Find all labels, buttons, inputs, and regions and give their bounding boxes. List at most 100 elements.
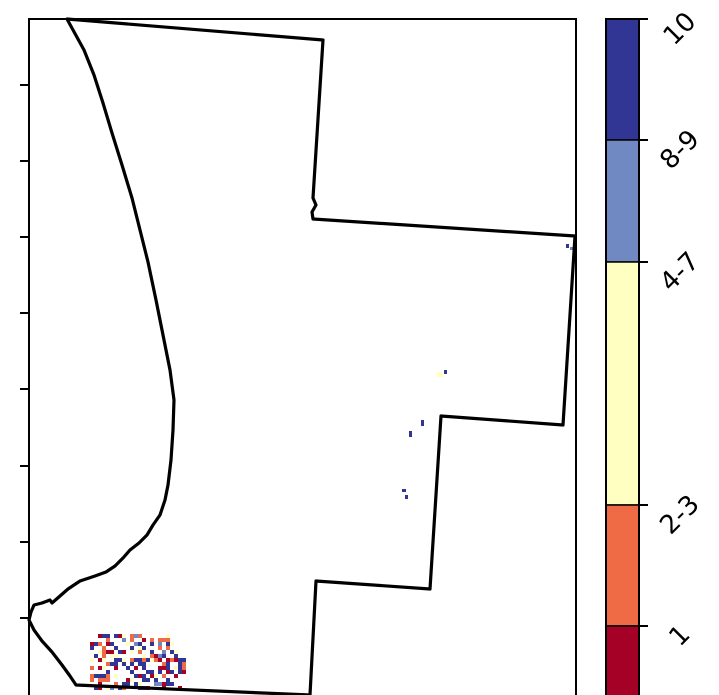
colorbar-tick-label: 8-9 — [654, 124, 705, 175]
raster-cell — [98, 666, 102, 670]
raster-cell — [146, 670, 150, 674]
raster-cell — [158, 646, 162, 650]
raster-cell — [437, 372, 443, 377]
raster-cell — [114, 658, 118, 662]
raster-cell — [166, 646, 170, 650]
raster-cell — [126, 682, 130, 686]
raster-cell — [158, 638, 162, 642]
raster-cell — [106, 638, 110, 642]
raster-cell — [166, 678, 170, 682]
raster-cell — [138, 650, 142, 654]
raster-cell — [138, 662, 142, 666]
raster-cell — [110, 662, 114, 666]
raster-cell — [106, 678, 110, 682]
raster-cell — [90, 666, 94, 670]
raster-cell — [170, 642, 174, 646]
raster-cell — [110, 650, 114, 654]
raster-cell — [178, 662, 182, 666]
raster-cell — [106, 642, 110, 646]
raster-cell — [162, 682, 166, 686]
raster-cell — [114, 646, 118, 650]
y-axis-ticks — [20, 85, 29, 618]
raster-cell — [150, 658, 154, 662]
raster-cell — [106, 674, 110, 678]
raster-cell — [146, 658, 150, 662]
colorbar — [606, 19, 639, 695]
raster-cell — [421, 420, 424, 426]
raster-cell — [162, 650, 166, 654]
raster-cell — [102, 654, 106, 658]
raster-cell — [138, 674, 142, 678]
raster-cell — [98, 634, 102, 638]
raster-cell — [130, 646, 134, 650]
raster-cell — [138, 634, 142, 638]
raster-cell — [170, 682, 174, 686]
raster-cell — [182, 670, 186, 674]
raster-cell — [142, 658, 146, 662]
raster-cell — [150, 670, 154, 674]
colorbar-segment — [606, 140, 639, 262]
raster-cell — [90, 658, 94, 662]
raster-cell — [162, 666, 166, 670]
raster-cell — [134, 634, 138, 638]
raster-cell — [126, 642, 130, 646]
raster-cell — [134, 642, 138, 646]
raster-cell — [126, 678, 130, 682]
raster-cell — [130, 634, 134, 638]
raster-cell — [166, 634, 170, 638]
raster-cell — [106, 670, 110, 674]
raster-cell — [178, 666, 182, 670]
raster-cell — [166, 670, 170, 674]
colorbar-segment — [606, 19, 639, 140]
raster-cell — [110, 654, 114, 658]
raster-cell — [90, 642, 94, 646]
raster-cell — [102, 674, 106, 678]
colorbar-ticks: 108-94-72-31 — [639, 7, 706, 653]
raster-cell — [402, 489, 406, 492]
raster-cell — [170, 658, 174, 662]
raster-cell — [130, 650, 134, 654]
raster-cell — [102, 634, 106, 638]
raster-cell — [138, 642, 142, 646]
raster-cell — [162, 638, 166, 642]
raster-cell — [102, 666, 106, 670]
raster-cell — [158, 666, 162, 670]
raster-cell — [142, 654, 146, 658]
raster-cell — [178, 658, 182, 662]
raster-cell — [130, 658, 134, 662]
raster-cell — [174, 674, 178, 678]
raster-cell — [94, 654, 98, 658]
raster-cell — [162, 674, 166, 678]
colorbar-tick-label: 4-7 — [654, 246, 705, 297]
raster-cell — [166, 642, 170, 646]
raster-cell — [138, 646, 142, 650]
raster-cell — [154, 654, 158, 658]
raster-cell — [94, 674, 98, 678]
raster-cell — [102, 678, 106, 682]
raster-cell — [154, 678, 158, 682]
raster-cell — [162, 662, 166, 666]
raster-cell — [90, 678, 94, 682]
raster-cell — [158, 658, 162, 662]
raster-cell — [130, 638, 134, 642]
raster-cell — [158, 670, 162, 674]
raster-cell — [102, 646, 106, 650]
raster-cell — [134, 658, 138, 662]
raster-cell — [150, 674, 154, 678]
raster-cell — [142, 678, 146, 682]
raster-cell — [98, 642, 102, 646]
raster-cell — [158, 654, 162, 658]
raster-cell — [130, 670, 134, 674]
raster-cell — [106, 650, 110, 654]
raster-cell — [122, 650, 126, 654]
raster-cell — [182, 658, 186, 662]
raster-cell — [102, 658, 106, 662]
colorbar-segment — [606, 626, 639, 695]
raster-cell — [110, 642, 114, 646]
raster-cell — [142, 638, 146, 642]
raster-cell — [166, 658, 170, 662]
raster-cell — [166, 662, 170, 666]
raster-cell — [142, 646, 146, 650]
raster-cell — [122, 662, 126, 666]
raster-cell — [98, 650, 102, 654]
